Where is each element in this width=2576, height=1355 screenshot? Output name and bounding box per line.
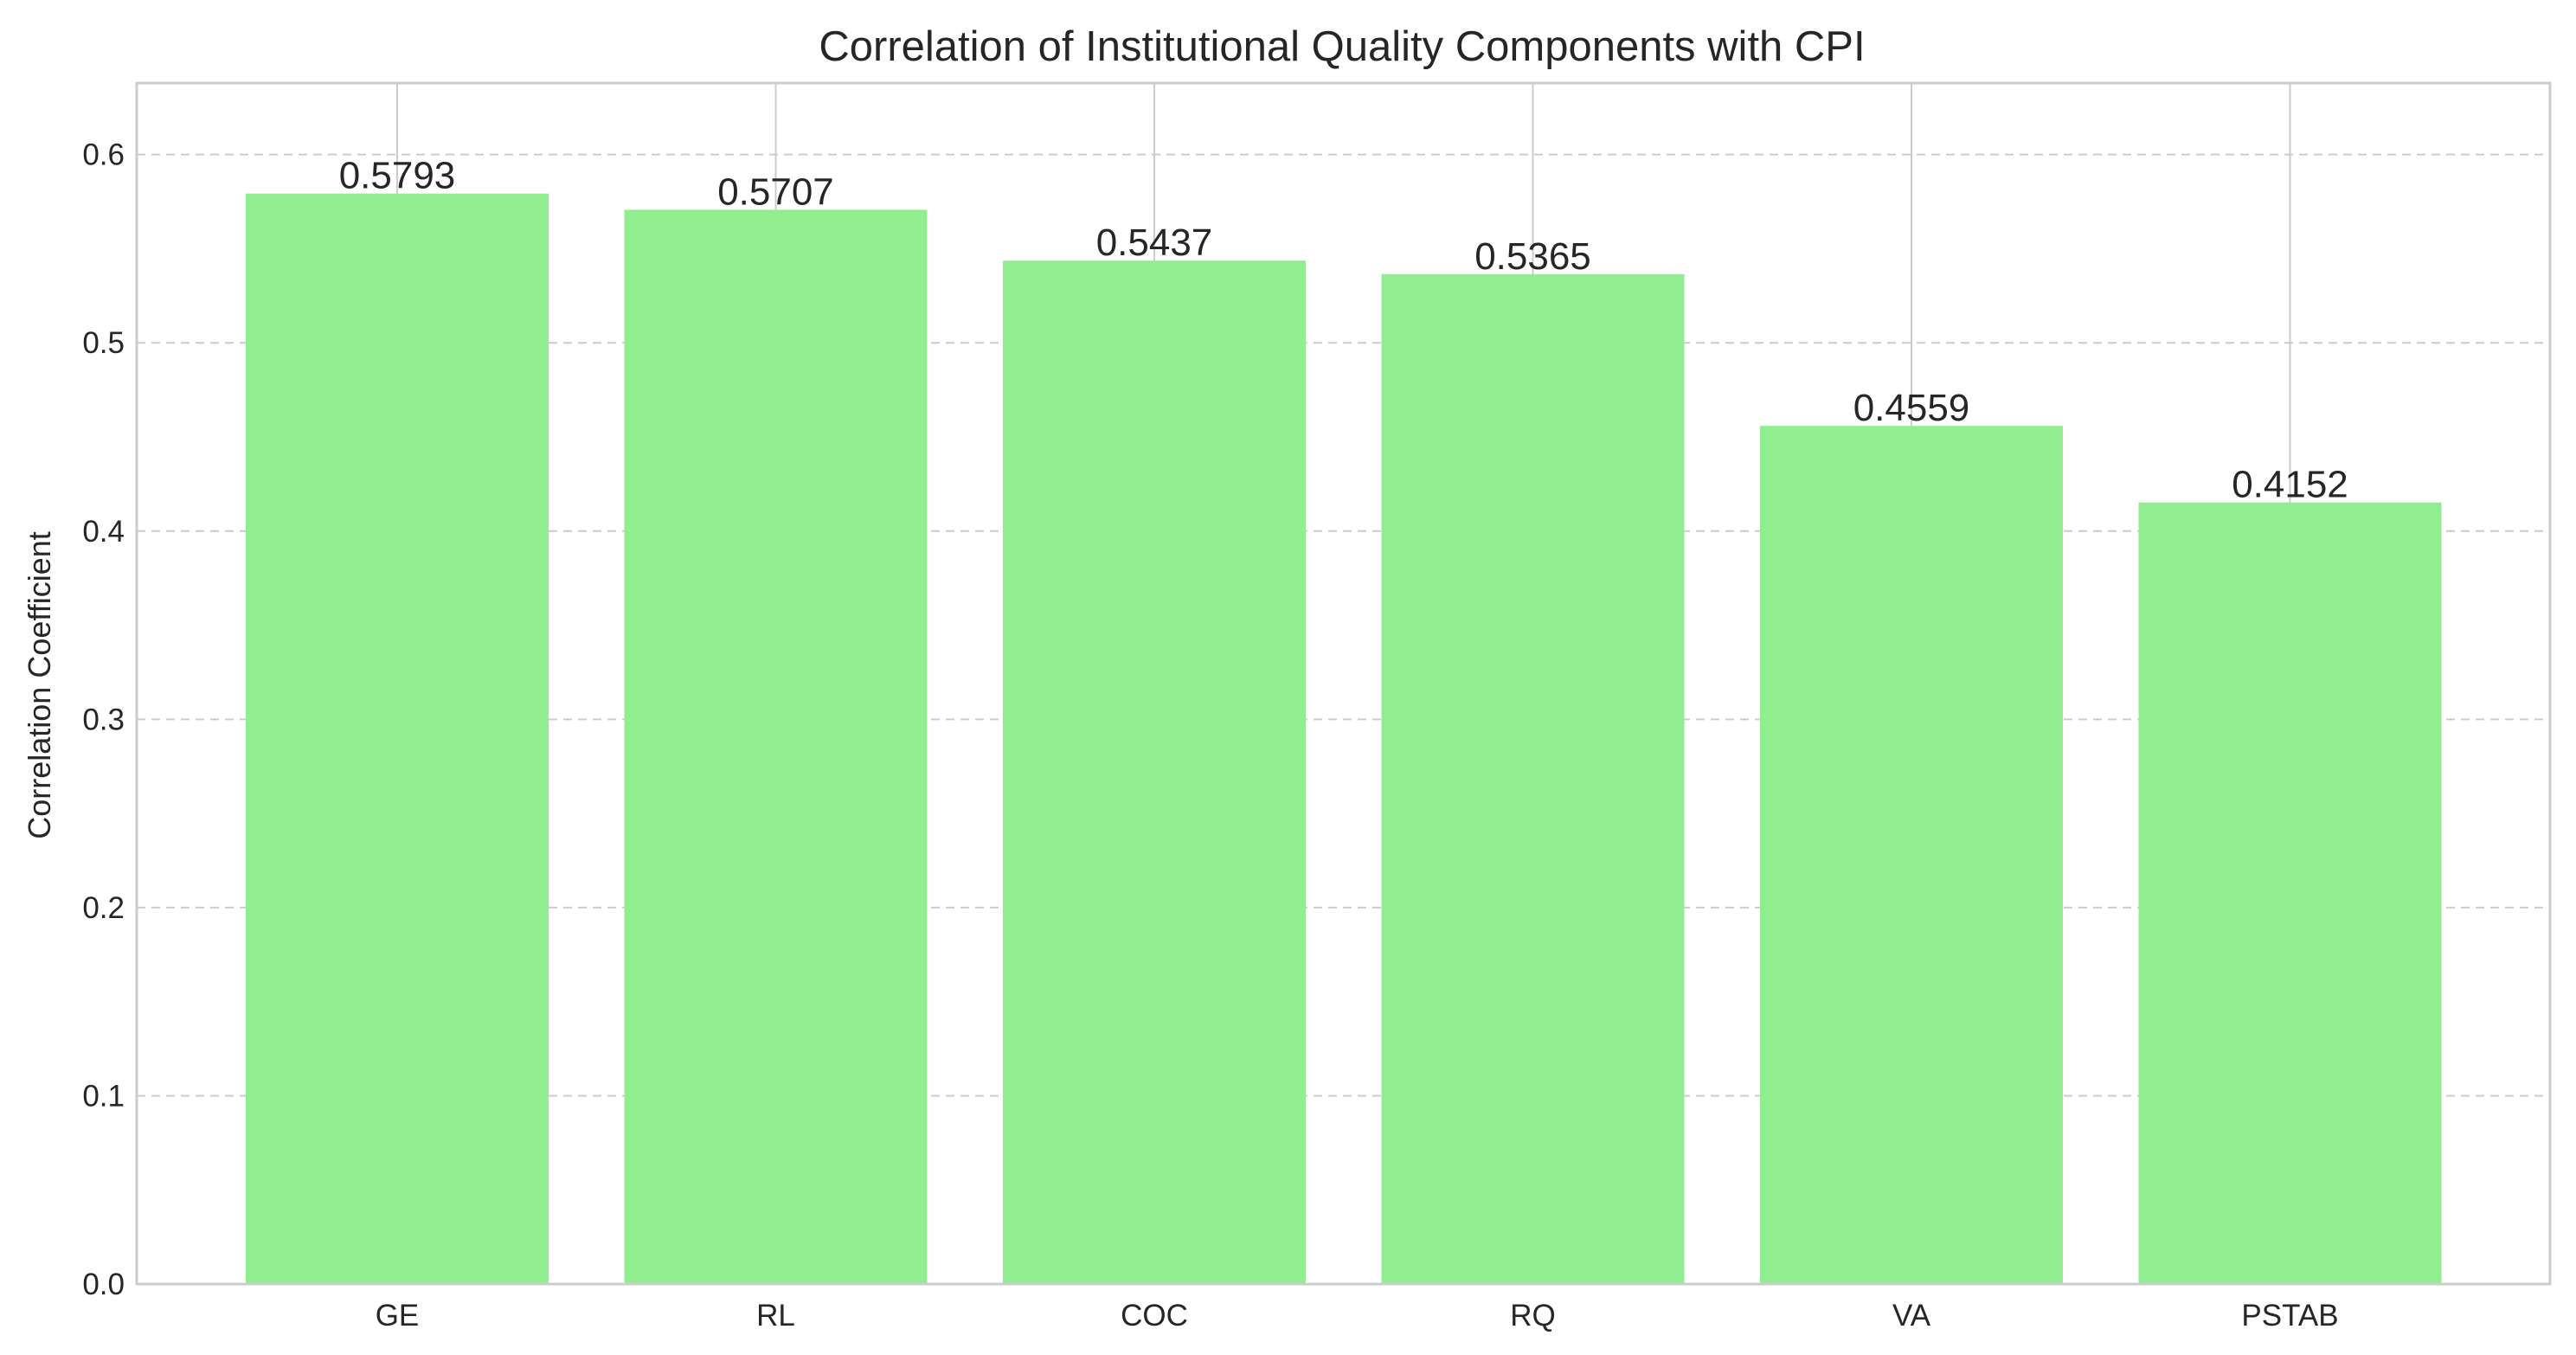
- x-tick-label: RL: [756, 1299, 795, 1333]
- data-label: 0.5707: [717, 170, 834, 213]
- bars: [246, 193, 2442, 1285]
- data-label: 0.5437: [1096, 222, 1213, 264]
- bar-coc: [1003, 260, 1306, 1284]
- y-tick-label: 0.6: [82, 138, 125, 172]
- x-tick-label: PSTAB: [2241, 1299, 2338, 1333]
- x-tick-label: COC: [1121, 1299, 1188, 1333]
- y-tick-label: 0.3: [82, 703, 125, 736]
- axes: 0.0 0.1 0.2 0.3 0.4 0.5 0.6 GE RL COC RQ VA PSTAB: [82, 81, 2552, 1333]
- y-tick-label: 0.1: [82, 1079, 125, 1113]
- bar-pstab: [2138, 502, 2442, 1284]
- bar-ge: [246, 193, 549, 1284]
- plot-frame: [135, 81, 2552, 1286]
- data-label: 0.4152: [2232, 464, 2348, 506]
- bar-rl: [624, 209, 928, 1284]
- y-tick-label: 0.0: [82, 1268, 125, 1301]
- y-axis-label: Correlation Coefficient: [22, 531, 57, 839]
- y-tick-label: 0.2: [82, 891, 125, 925]
- bar-va: [1760, 426, 2063, 1285]
- data-label: 0.5365: [1474, 235, 1591, 278]
- chart-title: Correlation of Institutional Quality Com…: [819, 23, 1865, 70]
- data-label: 0.5793: [339, 155, 456, 197]
- bar-rq: [1381, 273, 1685, 1285]
- x-tick-label: RQ: [1510, 1299, 1556, 1333]
- y-tick-label: 0.5: [82, 326, 125, 360]
- data-labels: 0.5793 0.5707 0.5437 0.5365 0.4559 0.4152: [339, 155, 2348, 506]
- y-tick-label: 0.4: [82, 515, 125, 549]
- data-label: 0.4559: [1853, 387, 1970, 429]
- x-tick-label: VA: [1892, 1299, 1931, 1333]
- x-tick-label: GE: [376, 1299, 420, 1333]
